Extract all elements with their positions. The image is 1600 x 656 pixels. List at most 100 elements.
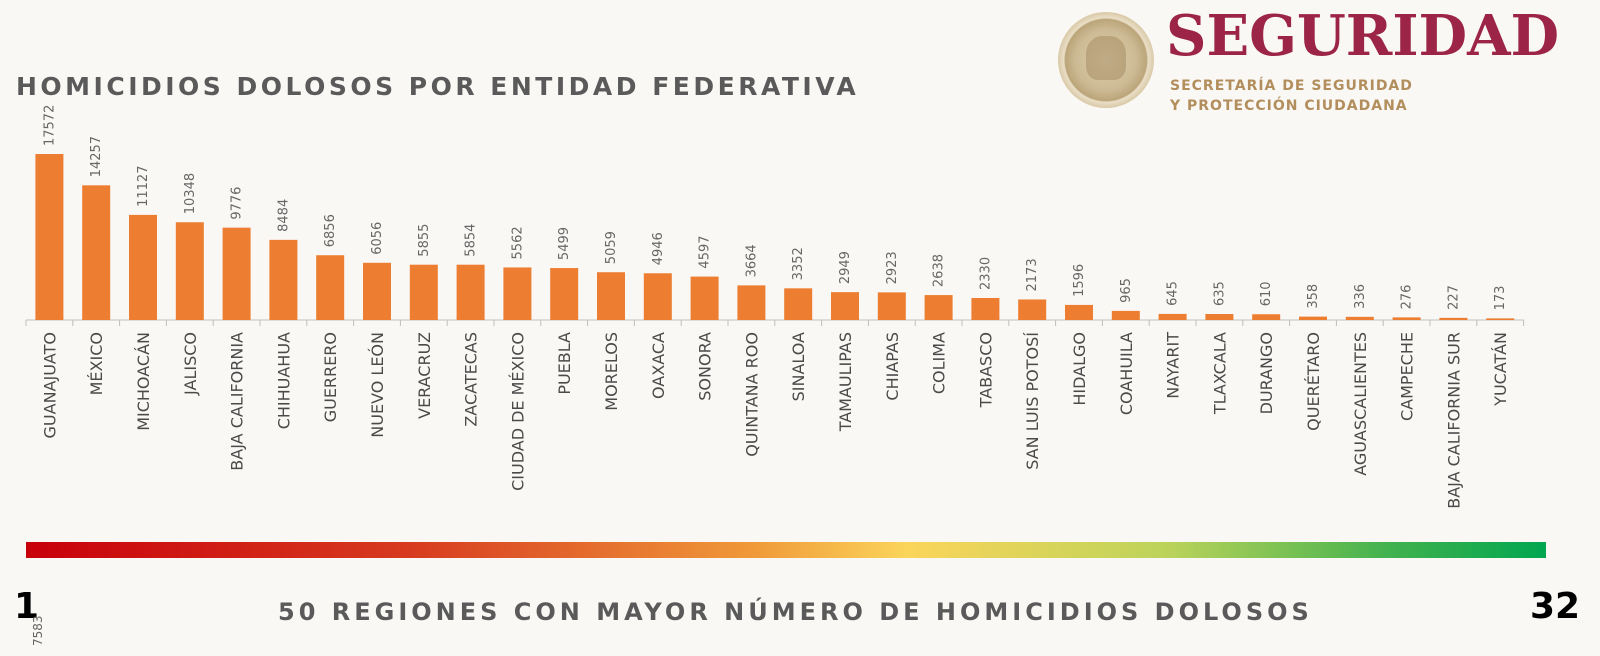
ranking-gradient-bar	[26, 542, 1546, 558]
category-label-10: CIUDAD DE MÉXICO	[508, 332, 527, 491]
bar-1	[82, 185, 111, 320]
category-label-8: VERACRUZ	[415, 332, 434, 419]
value-label-30: 227	[1446, 285, 1461, 310]
category-label-24: NAYARIT	[1164, 332, 1183, 399]
bar-2	[129, 214, 157, 320]
bar-20	[971, 297, 1000, 320]
value-label-10: 5562	[510, 226, 525, 259]
value-label-0: 17572	[42, 105, 57, 146]
value-label-2: 11127	[136, 166, 151, 207]
bar-31	[1486, 318, 1515, 320]
bar-29	[1392, 317, 1421, 320]
category-label-26: DURANGO	[1257, 332, 1276, 414]
value-label-1: 14257	[89, 136, 104, 177]
category-label-11: PUEBLA	[555, 332, 574, 395]
bar-9	[456, 264, 485, 320]
value-label-20: 2330	[978, 257, 993, 290]
bar-22	[1065, 304, 1093, 320]
value-label-23: 965	[1119, 278, 1134, 303]
value-label-12: 5059	[604, 231, 619, 264]
category-label-19: COLIMA	[930, 332, 949, 394]
value-label-5: 8484	[276, 199, 291, 232]
category-label-25: TLAXCALA	[1210, 332, 1229, 415]
value-label-7: 6056	[370, 222, 385, 255]
value-label-19: 2638	[932, 254, 947, 287]
category-label-21: SAN LUIS POTOSÍ	[1023, 332, 1042, 470]
bar-30	[1439, 317, 1468, 320]
category-label-12: MORELOS	[602, 332, 621, 411]
value-label-15: 3664	[744, 244, 759, 277]
category-label-20: TABASCO	[976, 332, 995, 408]
value-label-3: 10348	[183, 173, 198, 214]
bar-14	[690, 276, 719, 320]
chart-title: HOMICIDIOS DOLOSOS POR ENTIDAD FEDERATIV…	[16, 72, 860, 101]
category-label-9: ZACATECAS	[462, 332, 481, 427]
bar-12	[597, 272, 625, 320]
bar-25	[1205, 314, 1234, 320]
bar-27	[1299, 316, 1327, 320]
bar-0	[35, 154, 64, 320]
side-value-label: 7583	[31, 615, 45, 646]
homicides-bar-chart: 17572 GUANAJUATO 14257 MÉXICO 11127 MICHOACÁN…	[25, 105, 1525, 509]
value-label-22: 1596	[1072, 264, 1087, 297]
bar-3	[175, 222, 204, 320]
value-label-16: 3352	[791, 247, 806, 280]
category-label-13: OAXACA	[649, 332, 668, 399]
value-label-25: 635	[1212, 281, 1227, 306]
category-label-0: GUANAJUATO	[40, 332, 59, 438]
bar-4	[222, 227, 251, 320]
bar-11	[550, 268, 579, 320]
value-label-28: 336	[1353, 284, 1368, 309]
bar-24	[1158, 313, 1187, 320]
value-label-4: 9776	[230, 187, 245, 220]
value-label-26: 610	[1259, 281, 1274, 306]
value-label-14: 4597	[698, 235, 713, 268]
value-label-8: 5855	[417, 224, 432, 257]
bar-13	[643, 273, 672, 320]
bar-7	[363, 262, 391, 320]
category-label-30: BAJA CALIFORNIA SUR	[1444, 332, 1463, 509]
value-label-9: 5854	[464, 224, 479, 257]
category-label-5: CHIHUAHUA	[274, 332, 293, 429]
bar-16	[784, 288, 813, 320]
bar-17	[831, 292, 859, 320]
category-label-2: MICHOACÁN	[134, 332, 153, 431]
value-label-29: 276	[1400, 285, 1415, 310]
mexico-seal-icon	[1058, 12, 1154, 108]
category-label-1: MÉXICO	[87, 332, 106, 395]
value-label-17: 2949	[838, 251, 853, 284]
bar-26	[1252, 314, 1281, 320]
category-label-6: GUERRERO	[321, 332, 340, 422]
bar-5	[269, 239, 298, 320]
category-label-29: CAMPECHE	[1398, 332, 1417, 421]
bar-6	[316, 255, 345, 320]
value-label-27: 358	[1306, 284, 1321, 309]
category-label-14: SONORA	[696, 332, 715, 401]
category-label-17: TAMAULIPAS	[836, 332, 855, 432]
bar-10	[503, 267, 532, 320]
rank-first-label: 1	[14, 586, 40, 627]
value-label-24: 645	[1166, 281, 1181, 306]
category-label-3: JALISCO	[181, 332, 200, 396]
value-label-18: 2923	[885, 251, 900, 284]
brand-subtitle-line2: Y PROTECCIÓN CIUDADANA	[1170, 98, 1408, 114]
bar-28	[1345, 316, 1374, 320]
ssp-logo: SEGURIDAD SECRETARÍA DE SEGURIDAD Y PROT…	[1058, 8, 1578, 114]
value-label-13: 4946	[651, 232, 666, 265]
category-label-22: HIDALGO	[1070, 332, 1089, 406]
bar-21	[1018, 299, 1047, 320]
bar-18	[877, 292, 906, 320]
category-label-28: AGUASCALIENTES	[1351, 332, 1370, 476]
footer-caption: 50 REGIONES CON MAYOR NÚMERO DE HOMICIDI…	[278, 598, 1313, 626]
rank-last-label: 32	[1530, 586, 1581, 627]
category-label-18: CHIAPAS	[883, 332, 902, 401]
brand-name: SEGURIDAD	[1166, 3, 1560, 69]
category-label-16: SINALOA	[789, 332, 808, 401]
bar-19	[924, 295, 953, 320]
bar-8	[409, 264, 438, 320]
category-label-15: QUINTANA ROO	[742, 332, 761, 457]
brand-subtitle-line1: SECRETARÍA DE SEGURIDAD	[1170, 78, 1413, 94]
category-label-7: NUEVO LEÓN	[368, 332, 387, 438]
value-label-11: 5499	[557, 227, 572, 260]
category-label-31: YUCATÁN	[1491, 332, 1510, 407]
